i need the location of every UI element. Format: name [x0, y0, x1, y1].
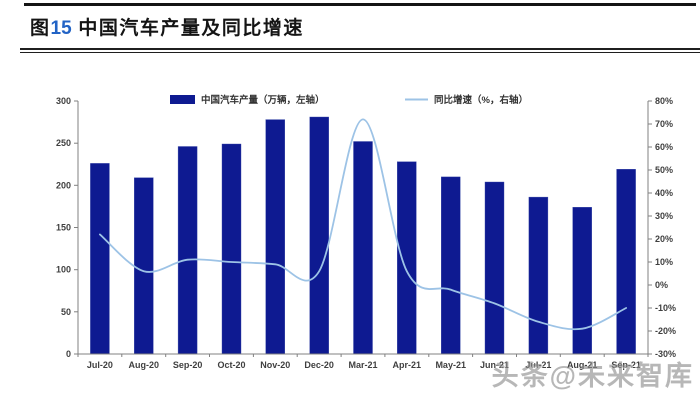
- legend-bar-swatch: [170, 95, 195, 104]
- right-axis-label: -10%: [655, 303, 676, 313]
- bar-Dec-20: [309, 116, 329, 355]
- x-axis-label: May-21: [435, 360, 466, 370]
- x-axis-label: Nov-20: [260, 360, 290, 370]
- left-axis-label: 50: [61, 307, 71, 317]
- bar-Apr-21: [397, 161, 417, 355]
- bar-Nov-20: [265, 119, 285, 355]
- title-divider: [20, 48, 700, 53]
- left-axis-label: 150: [56, 223, 71, 233]
- right-axis-label: 80%: [655, 96, 673, 106]
- left-axis-label: 100: [56, 265, 71, 275]
- bar-Aug-21: [572, 207, 592, 355]
- legend-bar-label: 中国汽车产量（万辆，左轴）: [201, 94, 325, 106]
- x-axis-label: Apr-21: [393, 360, 422, 370]
- x-axis-label: Jun-21: [480, 360, 509, 370]
- right-axis-label: 50%: [655, 165, 673, 175]
- right-axis-label: 70%: [655, 119, 673, 129]
- growth-line: [99, 118, 627, 331]
- x-axis-label: Jul-21: [525, 360, 551, 370]
- x-axis-label: Aug-21: [567, 360, 598, 370]
- bar-Sep-20: [177, 146, 198, 355]
- bar-May-21: [441, 176, 461, 355]
- figure-title: 图15 中国汽车产量及同比增速: [30, 13, 304, 40]
- x-axis-label: Sep-21: [611, 360, 641, 370]
- left-axis-label: 200: [56, 180, 71, 190]
- x-axis-label: Oct-20: [217, 360, 245, 370]
- right-axis-label: 30%: [655, 211, 673, 221]
- right-axis-label: -20%: [655, 326, 676, 336]
- right-axis-label: 60%: [655, 142, 673, 152]
- left-axis-label: 300: [56, 96, 71, 106]
- bar-Jul-20: [90, 163, 110, 355]
- right-axis-label: 20%: [655, 234, 673, 244]
- top-rule: [24, 3, 696, 6]
- bar-Oct-20: [221, 143, 242, 355]
- legend-line-label: 同比增速（%，右轴）: [434, 94, 528, 106]
- bar-Sep-21: [616, 169, 636, 355]
- bar-Aug-20: [134, 177, 154, 355]
- left-axis-label: 0: [66, 349, 71, 359]
- x-axis-label: Aug-20: [129, 360, 160, 370]
- bar-Mar-21: [353, 141, 373, 355]
- left-axis-label: 250: [56, 138, 71, 148]
- figure-title-text: 中国汽车产量及同比增速: [71, 18, 304, 39]
- x-axis-label: Jul-20: [87, 360, 113, 370]
- figure-title-prefix: 图: [30, 18, 51, 39]
- x-axis-label: Sep-20: [173, 360, 203, 370]
- x-axis-label: Dec-20: [304, 360, 334, 370]
- right-axis-label: 10%: [655, 257, 673, 267]
- right-axis-label: -30%: [655, 349, 676, 359]
- right-axis-label: 40%: [655, 188, 673, 198]
- bar-Jun-21: [484, 181, 505, 355]
- x-axis-label: Mar-21: [348, 360, 377, 370]
- figure-number: 15: [50, 18, 72, 39]
- bar-Jul-21: [528, 196, 549, 355]
- right-axis-label: 0%: [655, 280, 668, 290]
- watermark: 头条@未来智库: [491, 361, 694, 391]
